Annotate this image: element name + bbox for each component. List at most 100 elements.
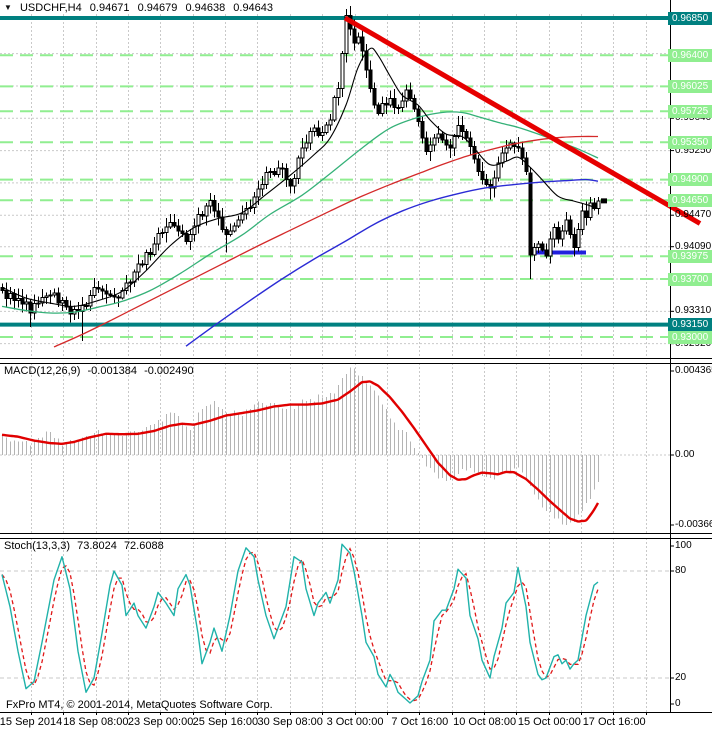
price-tick-label: 0.94090 <box>675 240 712 252</box>
descending-trendline <box>343 15 702 226</box>
candle-bearish <box>440 133 445 141</box>
candle-bullish <box>456 125 461 137</box>
candle-bullish <box>128 281 133 284</box>
candle-bearish <box>352 28 357 44</box>
candle-bearish <box>108 293 113 297</box>
candle-bullish <box>552 227 557 240</box>
candle-bearish <box>288 179 293 187</box>
candle-bearish <box>20 298 25 305</box>
candle-bullish <box>260 184 265 190</box>
candle-bullish <box>396 106 401 109</box>
candle-bullish <box>308 131 313 144</box>
candle-bullish <box>452 135 457 149</box>
candle-bullish <box>436 133 441 139</box>
candle-bearish <box>372 87 377 106</box>
candle-bearish <box>116 296 121 299</box>
level-price-label: 0.95725 <box>668 105 712 118</box>
candle-bearish <box>84 305 89 308</box>
stoch-k-value: 73.8024 <box>77 540 117 552</box>
candle-bullish <box>240 213 245 221</box>
candle-bullish <box>312 127 317 133</box>
symbol-dropdown-icon[interactable]: ▼ <box>4 3 12 12</box>
candle-bearish <box>460 125 465 133</box>
ma-fast-black <box>1 47 599 307</box>
candle-bearish <box>68 306 73 315</box>
candle-bearish <box>224 229 229 235</box>
candle-bearish <box>376 104 381 114</box>
level-price-label: 0.93000 <box>668 331 712 344</box>
candle-bearish <box>100 288 105 292</box>
candle-bearish <box>572 233 577 249</box>
candle-bearish <box>12 293 17 302</box>
macd-signal-line <box>1 380 600 523</box>
candle-bearish <box>448 144 453 149</box>
candle-bearish <box>96 287 101 290</box>
candle-bullish <box>580 210 585 230</box>
stoch-tick-label: 0 <box>675 698 681 709</box>
price-tick-label: 0.93310 <box>675 305 712 317</box>
copyright-text: FxPro MT4, © 2001-2014, MetaQuotes Softw… <box>6 699 273 711</box>
candle-bearish <box>64 300 69 308</box>
candle-bullish <box>92 287 97 297</box>
candle-bullish <box>8 293 13 300</box>
candle-bullish <box>380 102 385 114</box>
candle-bullish <box>356 36 361 44</box>
candle-bearish <box>176 225 181 232</box>
candle-bearish <box>220 216 225 231</box>
candle-bullish <box>236 219 241 227</box>
candle-bullish <box>192 225 197 235</box>
chart-title: ▼ USDCHF,H4 0.94671 0.94679 0.94638 0.94… <box>4 2 278 14</box>
candle-bearish <box>476 158 481 172</box>
candle-bullish <box>228 230 233 235</box>
candle-bearish <box>472 145 477 160</box>
candle-bearish <box>384 102 389 106</box>
candle-bearish <box>4 290 9 300</box>
candle-bullish <box>252 196 257 208</box>
candle-bullish <box>16 298 21 302</box>
candle-bullish <box>400 100 405 108</box>
candle-bullish <box>320 132 325 137</box>
macd-name: MACD(12,26,9) <box>4 365 81 377</box>
candle-bullish <box>44 295 49 298</box>
candle-bearish <box>544 249 549 257</box>
candle-bearish <box>172 222 177 227</box>
candle-bearish <box>212 199 217 212</box>
time-label: 25 Sep 16:00 <box>192 716 259 728</box>
level-price-label: 0.95350 <box>668 136 712 149</box>
stoch-indicator-label: Stoch(13,3,3) 73.8024 72.6088 <box>4 540 168 552</box>
ohlc-open: 0.94671 <box>89 2 130 14</box>
candle-bearish <box>480 170 485 181</box>
candle-bullish <box>256 188 261 198</box>
ma-mid-green <box>1 111 599 314</box>
candle-bullish <box>404 89 409 102</box>
last-price-marker <box>601 198 607 204</box>
candle-bullish <box>432 137 437 146</box>
time-label: 10 Oct 08:00 <box>453 716 517 728</box>
candle-bearish <box>584 210 589 219</box>
candle-bullish <box>156 232 161 245</box>
stoch-name: Stoch(13,3,3) <box>4 540 71 552</box>
level-price-label: 0.94900 <box>668 173 712 186</box>
candle-bullish <box>136 263 141 273</box>
stoch-tick-label: 20 <box>675 671 687 683</box>
candle-bearish <box>556 227 561 240</box>
candle-bullish <box>168 222 173 228</box>
candle-bullish <box>560 230 565 240</box>
candle-bearish <box>200 213 205 217</box>
candle-bullish <box>24 301 29 305</box>
candle-bullish <box>576 228 581 249</box>
candle-bullish <box>188 233 193 243</box>
candle-bearish <box>520 147 525 159</box>
price-tick-label: 0.94470 <box>675 209 712 221</box>
candle-bullish <box>52 292 57 296</box>
key-level-price-label: 0.93150 <box>668 318 712 331</box>
key-level-price-label: 0.96850 <box>668 12 712 25</box>
candle-bullish <box>32 303 37 314</box>
candle-bullish <box>548 238 553 257</box>
ohlc-close: 0.94643 <box>233 2 274 14</box>
price-tick-label: 0.95250 <box>675 144 712 156</box>
ma-slow-red <box>53 135 599 348</box>
candle-bullish <box>332 97 337 121</box>
stoch-d-value: 72.6088 <box>123 540 164 552</box>
